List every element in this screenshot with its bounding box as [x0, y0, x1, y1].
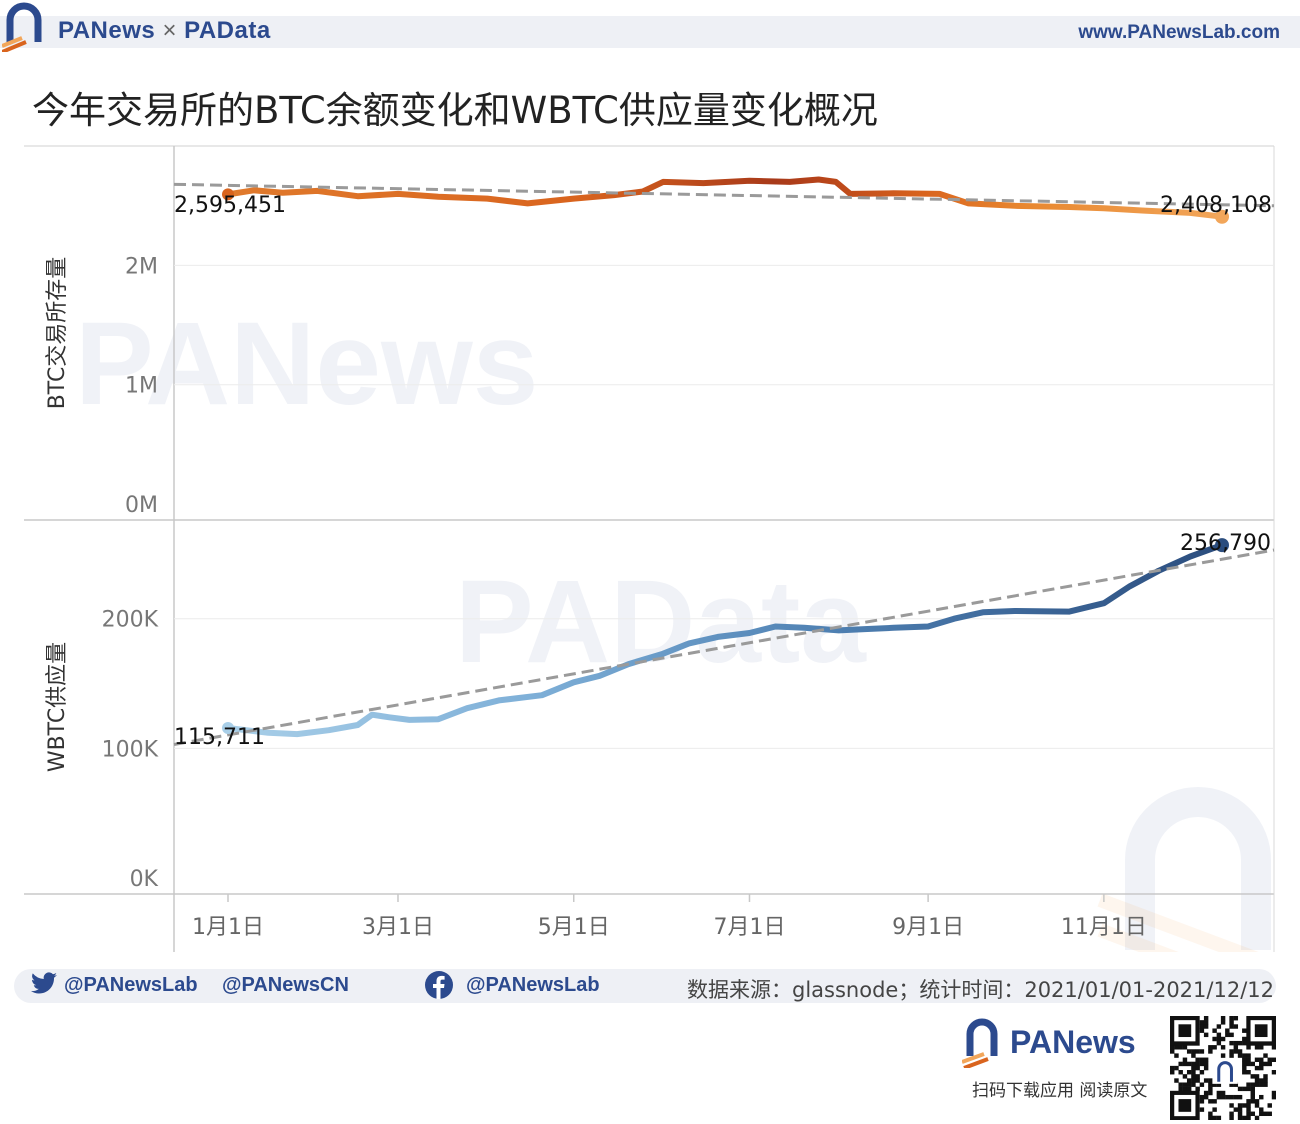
btc-end-marker [1215, 209, 1229, 224]
x-tick-label: 5月1日 [538, 915, 610, 940]
x-axis-ticks: 1月1日 3月1日 5月1日 7月1日 9月1日 11月1日 [192, 894, 1147, 940]
watermark-padata: PAData [455, 556, 867, 688]
wbtc-y-axis-label: WBTC供应量 [45, 642, 70, 772]
promo-logo-icon [962, 1018, 998, 1068]
wbtc-end-label: 256,790 [1180, 531, 1271, 556]
wbtc-y-tick-label: 100K [102, 737, 159, 762]
btc-start-marker [222, 188, 234, 201]
header-brand: PANews × PAData [58, 17, 271, 45]
btc-end-label: 2,408,108 [1160, 193, 1272, 218]
brand-panews: PANews [58, 17, 156, 44]
brand-padata: PAData [184, 17, 271, 44]
btc-trend-line [173, 182, 1275, 208]
promo-brand: PANews [1010, 1024, 1136, 1060]
btc-y-tick-label: 0M [125, 493, 158, 518]
data-source-note: 数据来源：glassnode；统计时间：2021/01/01-2021/12/1… [687, 978, 1274, 1002]
panews-logo-icon [2, 2, 42, 52]
wbtc-y-ticks: 0K 100K 200K [102, 608, 159, 892]
wbtc-series-line [225, 542, 1225, 738]
wbtc-start-marker [222, 722, 234, 735]
watermark-arch-icon [1125, 787, 1271, 950]
btc-start-label: 2,595,451 [174, 193, 286, 218]
watermark-panews: PANews [75, 298, 538, 430]
promo-text: 扫码下载应用 阅读原文 [972, 1081, 1148, 1101]
twitter-icon[interactable] [30, 972, 58, 996]
wbtc-start-label: 115,711 [174, 725, 265, 750]
wbtc-trend-line [173, 548, 1275, 746]
header-bar [0, 16, 1300, 48]
btc-series-line [225, 176, 1225, 220]
btc-y-ticks: 0M 1M 2M [125, 254, 158, 518]
wbtc-y-tick-label: 0K [130, 867, 159, 892]
watermark-stripes-icon [1097, 893, 1259, 952]
x-tick-label: 1月1日 [192, 915, 264, 940]
chart-area: PANews PAData BTC交易所存量 WBTC供应量 0M 1M 2M 0K… [24, 145, 1275, 952]
btc-series-group [173, 176, 1275, 224]
x-tick-label: 3月1日 [362, 915, 434, 940]
x-tick-label: 7月1日 [713, 915, 785, 940]
x-tick-label: 9月1日 [892, 915, 964, 940]
top-gridlines [174, 264, 1274, 386]
twitter-handle-2[interactable]: @PANewsCN [222, 974, 349, 996]
chart-title: 今年交易所的BTC余额变化和WBTC供应量变化概况 [32, 89, 878, 132]
btc-y-tick-label: 2M [125, 254, 158, 279]
site-url[interactable]: www.PANewsLab.com [1078, 22, 1280, 43]
btc-y-axis-label: BTC交易所存量 [45, 257, 70, 410]
facebook-handle[interactable]: @PANewsLab [466, 974, 600, 996]
brand-times: × [162, 17, 177, 44]
wbtc-series-group [173, 538, 1275, 746]
bottom-gridlines [174, 618, 1274, 749]
wbtc-y-tick-label: 200K [102, 608, 159, 633]
facebook-icon[interactable] [424, 970, 454, 1000]
qr-code-icon[interactable] [1170, 1016, 1276, 1120]
footer-bar [14, 969, 1276, 1003]
twitter-handle-1[interactable]: @PANewsLab [64, 974, 198, 996]
btc-y-tick-label: 1M [125, 374, 158, 399]
x-tick-label: 11月1日 [1061, 915, 1147, 940]
wbtc-end-marker [1215, 538, 1229, 553]
